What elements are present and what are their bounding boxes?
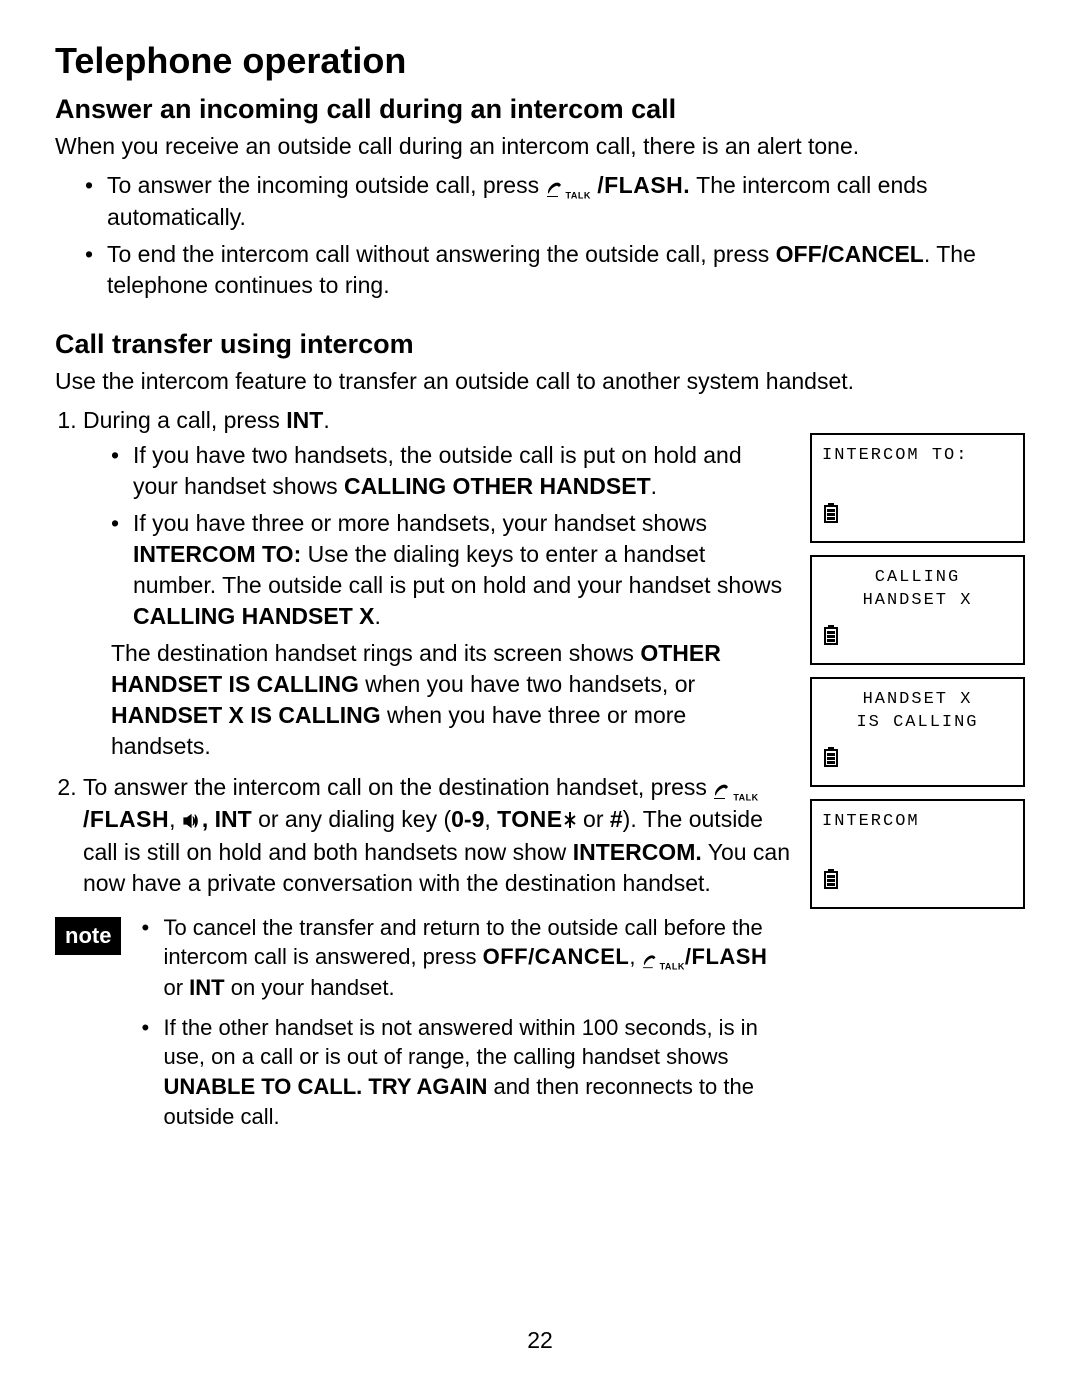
screen-previews: INTERCOM TO: CALLINGHANDSET X HANDSET XI… <box>810 433 1025 909</box>
screen-handset-calling: HANDSET XIS CALLING <box>810 677 1025 787</box>
battery-icon <box>822 746 840 777</box>
section1-intro: When you receive an outside call during … <box>55 131 1025 162</box>
battery-icon <box>822 868 840 899</box>
step1-sub-1: If you have two handsets, the outside ca… <box>111 440 792 502</box>
step1-followup: The destination handset rings and its sc… <box>111 638 792 762</box>
screen-calling-handset: CALLINGHANDSET X <box>810 555 1025 665</box>
screen-intercom: INTERCOM <box>810 799 1025 909</box>
talk-icon <box>713 777 733 800</box>
section2-intro: Use the intercom feature to transfer an … <box>55 366 1025 397</box>
note-bullet-1: To cancel the transfer and return to the… <box>141 913 792 1003</box>
speaker-icon <box>182 806 202 837</box>
note-bullet-2: If the other handset is not answered wit… <box>141 1013 792 1132</box>
battery-icon <box>822 502 840 533</box>
step-2: To answer the intercom call on the desti… <box>83 772 792 898</box>
step-1: During a call, press INT. If you have tw… <box>83 405 792 763</box>
note-badge: note <box>55 917 121 955</box>
section1-bullets: To answer the incoming outside call, pre… <box>55 170 1025 301</box>
battery-icon <box>822 624 840 655</box>
talk-icon <box>642 947 660 969</box>
section-heading-1: Answer an incoming call during an interc… <box>55 94 1025 125</box>
note-block: note To cancel the transfer and return t… <box>55 913 792 1142</box>
section-heading-2: Call transfer using intercom <box>55 329 1025 360</box>
step1-sub-2: If you have three or more handsets, your… <box>111 508 792 632</box>
talk-icon <box>546 175 566 198</box>
section1-bullet-2: To end the intercom call without answeri… <box>85 239 1025 301</box>
steps-list: During a call, press INT. If you have tw… <box>55 405 792 899</box>
star-icon <box>563 806 577 837</box>
page-title: Telephone operation <box>55 40 1025 82</box>
page-number: 22 <box>0 1327 1080 1354</box>
section1-bullet-1: To answer the incoming outside call, pre… <box>85 170 1025 233</box>
screen-intercom-to: INTERCOM TO: <box>810 433 1025 543</box>
